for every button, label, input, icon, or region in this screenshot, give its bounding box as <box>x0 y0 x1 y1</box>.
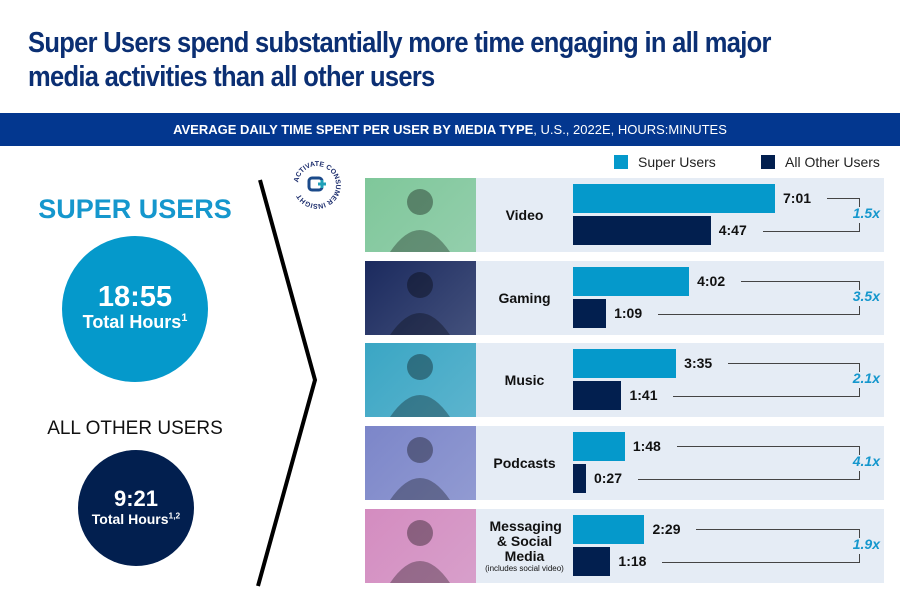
bracket-tick <box>859 223 860 232</box>
data-label: 0:27 <box>593 470 622 486</box>
super-users-total: 18:55 <box>97 281 173 313</box>
chart-subtitle-banner: AVERAGE DAILY TIME SPENT PER USER BY MED… <box>0 113 900 146</box>
bracket-tick <box>859 529 860 538</box>
all-other-users-heading: ALL OTHER USERS <box>47 418 223 439</box>
data-label: 3:35 <box>684 355 713 371</box>
bracket-line <box>741 281 859 282</box>
bracket-tick <box>859 471 860 480</box>
bracket-line <box>658 314 859 315</box>
chart-row: Podcasts 1:48 0:27 4.1x <box>365 426 884 500</box>
multiplier-label: 2.1x <box>852 370 880 386</box>
data-label: 1:18 <box>618 553 647 569</box>
person-silhouette-icon <box>390 272 450 335</box>
legend-swatch-super <box>614 155 628 169</box>
bracket-tick <box>859 306 860 315</box>
data-label: 2:29 <box>652 521 681 537</box>
bar-all-other-users <box>573 299 607 328</box>
chart-row: Video 7:01 4:47 1.5x <box>365 178 884 252</box>
category-name: Music <box>504 371 545 388</box>
category-label: Messaging & Social Media (includes social… <box>476 509 573 583</box>
super-users-heading: SUPER USERS <box>38 194 232 224</box>
bracket-line <box>728 363 859 364</box>
all-other-users-total-label: Total Hours1,2 <box>91 510 181 527</box>
bracket-line <box>827 198 859 199</box>
bar-all-other-users <box>573 547 611 576</box>
bar-all-other-users <box>573 216 711 245</box>
data-label: 1:48 <box>632 438 661 454</box>
category-photo <box>365 178 476 252</box>
super-users-total-label: Total Hours1 <box>82 312 188 332</box>
bar-super-users <box>573 432 625 461</box>
category-photo <box>365 261 476 335</box>
bar-super-users <box>573 349 677 378</box>
bracket-tick <box>859 554 860 563</box>
multiplier-label: 1.9x <box>852 536 880 552</box>
footnote-marker: 1,2 <box>168 510 181 521</box>
bracket-tick <box>859 388 860 397</box>
person-silhouette-icon <box>390 520 450 583</box>
bracket-line <box>662 562 859 563</box>
category-note: (includes social video) <box>485 564 564 573</box>
activate-logo-icon: ACTIVATE CONSUMER INSIGHT <box>291 159 343 211</box>
banner-rest: , U.S., 2022E, HOURS:MINUTES <box>533 122 727 137</box>
data-label: 4:47 <box>718 222 747 238</box>
banner-bold: AVERAGE DAILY TIME SPENT PER USER BY MED… <box>173 122 534 137</box>
multiplier-label: 3.5x <box>852 288 880 304</box>
legend-item-all-other-users: All Other Users <box>761 154 880 170</box>
category-label: Video <box>476 178 573 252</box>
category-photo <box>365 343 476 417</box>
person-silhouette-icon <box>390 189 450 252</box>
category-photo <box>365 509 476 583</box>
bracket-tick <box>859 446 860 455</box>
all-other-users-total: 9:21 <box>113 486 159 511</box>
legend-swatch-other <box>761 155 775 169</box>
bracket-line <box>696 529 859 530</box>
legend-item-super-users: Super Users <box>614 154 716 170</box>
person-silhouette-icon <box>390 354 450 417</box>
bracket-tick <box>859 281 860 290</box>
chart-row: Messaging & Social Media (includes social… <box>365 509 884 583</box>
category-name: Gaming <box>498 289 551 306</box>
category-label: Podcasts <box>476 426 573 500</box>
category-name: Podcasts <box>493 454 556 471</box>
bar-all-other-users <box>573 464 586 493</box>
chart-row: Music 3:35 1:41 2.1x <box>365 343 884 417</box>
footnote-marker: 1 <box>181 312 188 324</box>
page-title: Super Users spend substantially more tim… <box>28 27 771 93</box>
data-label: 4:02 <box>697 273 726 289</box>
multiplier-label: 4.1x <box>852 453 880 469</box>
multiplier-label: 1.5x <box>852 205 880 221</box>
all-other-users-total-circle: 9:21 Total Hours1,2 <box>78 450 194 566</box>
category-label: Gaming <box>476 261 573 335</box>
super-users-total-circle: 18:55 Total Hours1 <box>62 236 208 382</box>
bracket-line <box>637 479 859 480</box>
category-name: Video <box>505 206 544 223</box>
bar-super-users <box>573 267 690 296</box>
person-silhouette-icon <box>390 437 450 500</box>
data-label: 1:09 <box>614 305 643 321</box>
bracket-line <box>762 231 859 232</box>
bracket-line <box>676 446 859 447</box>
data-label: 7:01 <box>783 190 812 206</box>
chart-row: Gaming 4:02 1:09 3.5x <box>365 261 884 335</box>
bracket-tick <box>859 363 860 372</box>
bracket-line <box>673 396 859 397</box>
bar-all-other-users <box>573 381 622 410</box>
data-label: 1:41 <box>629 387 658 403</box>
bar-super-users <box>573 184 775 213</box>
bracket-tick <box>859 198 860 207</box>
bar-super-users <box>573 515 645 544</box>
category-name: Messaging & Social Media <box>489 518 562 564</box>
category-photo <box>365 426 476 500</box>
category-label: Music <box>476 343 573 417</box>
